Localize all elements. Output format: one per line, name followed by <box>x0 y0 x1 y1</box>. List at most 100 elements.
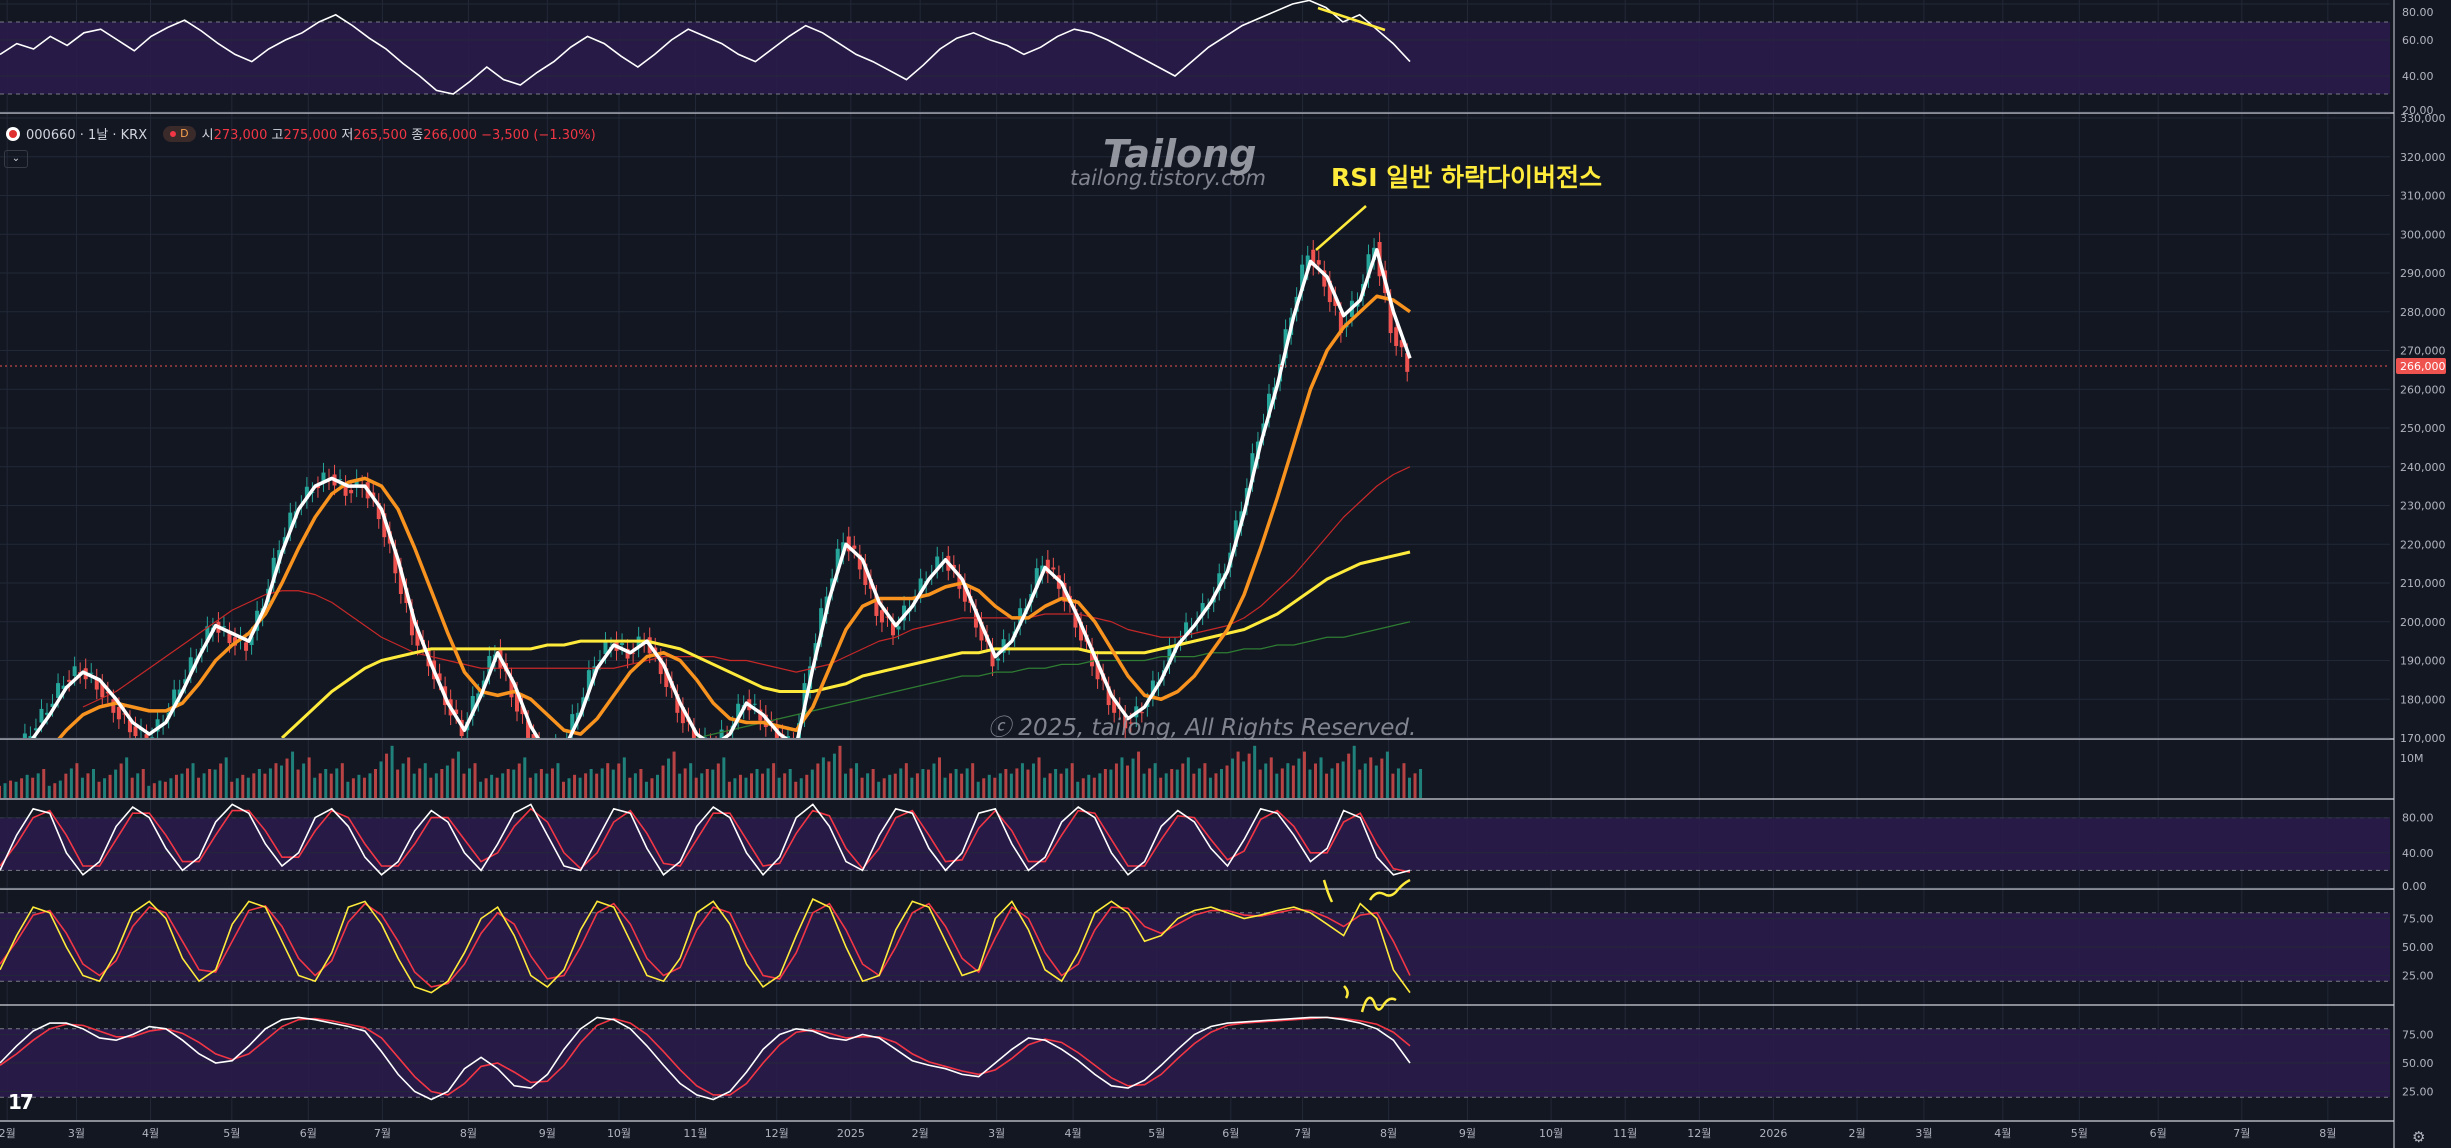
candle-body <box>288 512 293 532</box>
candle-body <box>343 484 348 496</box>
candle-body <box>1388 298 1393 334</box>
candle-body <box>56 683 61 698</box>
volume-bar <box>246 777 250 798</box>
watermark-title: Tailong <box>1103 132 1257 176</box>
price-tick-label: 250,000 <box>2400 422 2446 435</box>
tradingview-logo-icon[interactable]: 17 <box>8 1090 34 1114</box>
candle-body <box>376 502 381 520</box>
volume-bar <box>241 774 245 798</box>
candle-body <box>891 623 895 636</box>
volume-bar <box>1319 757 1323 798</box>
volume-bar <box>324 769 328 798</box>
x-tick-label: 10월 <box>607 1127 631 1140</box>
candle-body <box>1267 393 1271 418</box>
candle-body <box>1167 646 1172 665</box>
candle-body <box>1338 311 1343 334</box>
candle-body <box>515 691 519 712</box>
candle-body <box>785 736 790 738</box>
volume-bar <box>1059 773 1063 798</box>
candle-body <box>1399 340 1404 348</box>
candle-body <box>354 479 359 488</box>
volume-bar <box>456 751 460 798</box>
candle-body <box>846 536 851 552</box>
volume-bar <box>362 777 366 798</box>
volume-bar <box>3 783 7 798</box>
x-tick-label: 12월 <box>765 1127 789 1140</box>
candle-body <box>1045 559 1050 574</box>
candle-body <box>570 714 575 733</box>
candle-body <box>1090 647 1095 667</box>
x-tick-label: 7월 <box>374 1127 391 1140</box>
volume-bar <box>114 769 118 798</box>
volume-bar <box>1374 765 1378 798</box>
volume-bar <box>1253 745 1257 798</box>
volume-bar <box>910 777 914 798</box>
volume-bar <box>86 773 90 798</box>
status-dot-icon <box>170 130 177 137</box>
volume-bar <box>473 763 477 798</box>
y-tick-label: 80.00 <box>2402 6 2434 19</box>
volume-bar <box>318 773 322 798</box>
price-tick-label: 180,000 <box>2400 693 2446 706</box>
volume-bar <box>750 773 753 798</box>
volume-bar <box>821 757 825 798</box>
volume-bar <box>622 757 626 798</box>
price-tick-label: 330,000 <box>2400 112 2446 125</box>
candle-body <box>487 655 492 675</box>
volume-bar <box>351 778 355 798</box>
copyright-notice: ⓒ 2025, tailong, All Rights Reserved. <box>988 715 1417 741</box>
candle-body <box>763 714 768 728</box>
candle-body <box>382 513 387 538</box>
oscillator-line-0 <box>0 898 1411 994</box>
volume-bar <box>163 781 167 798</box>
volume-bar <box>982 778 986 798</box>
volume-bar <box>1192 773 1196 798</box>
volume-bar <box>998 773 1002 798</box>
candle-body <box>1001 639 1006 653</box>
volume-bar <box>871 769 875 798</box>
volume-bar <box>915 773 919 798</box>
symbol-title[interactable]: 000660 · 1날 · KRX <box>26 128 148 143</box>
gear-icon[interactable]: ⚙ <box>2412 1128 2426 1146</box>
volume-bar <box>567 778 571 798</box>
candle-body <box>1200 603 1205 616</box>
x-tick-label: 8월 <box>2319 1127 2336 1140</box>
volume-bar <box>1004 769 1008 798</box>
volume-bar <box>1413 773 1417 798</box>
volume-bar <box>141 769 145 798</box>
volume-bar <box>390 745 394 798</box>
volume-bar <box>501 773 505 798</box>
interval-badge[interactable]: D <box>163 125 196 142</box>
volume-bar <box>644 781 648 798</box>
candle-body <box>116 707 121 720</box>
candle-body <box>338 479 343 481</box>
volume-bar <box>954 769 958 798</box>
volume-bar <box>1048 773 1052 798</box>
volume-bar <box>0 785 1 798</box>
candle-body <box>105 691 110 694</box>
ma-line-ma5 <box>31 248 1412 738</box>
collapse-button[interactable]: ⌄ <box>4 150 28 168</box>
candle-body <box>990 647 995 667</box>
x-tick-label: 2월 <box>1848 1127 1865 1140</box>
price-tick-label: 300,000 <box>2400 228 2446 241</box>
volume-bar <box>877 781 881 798</box>
candle-body <box>94 678 99 690</box>
volume-bar <box>451 758 455 798</box>
price-tick-label: 320,000 <box>2400 151 2446 164</box>
volume-bar <box>495 777 499 798</box>
volume-bar <box>777 777 781 798</box>
volume-tick-label: 10M <box>2400 752 2424 765</box>
volume-bar <box>1148 768 1152 798</box>
flag-icon <box>6 126 20 141</box>
volume-bar <box>1330 768 1334 798</box>
volume-bar <box>932 763 936 798</box>
volume-bar <box>484 778 488 798</box>
y-tick-label: 0.00 <box>2402 880 2427 893</box>
volume-bar <box>1126 765 1129 798</box>
candle-body <box>1217 573 1222 591</box>
volume-bar <box>855 763 859 798</box>
volume-bar <box>340 763 344 798</box>
